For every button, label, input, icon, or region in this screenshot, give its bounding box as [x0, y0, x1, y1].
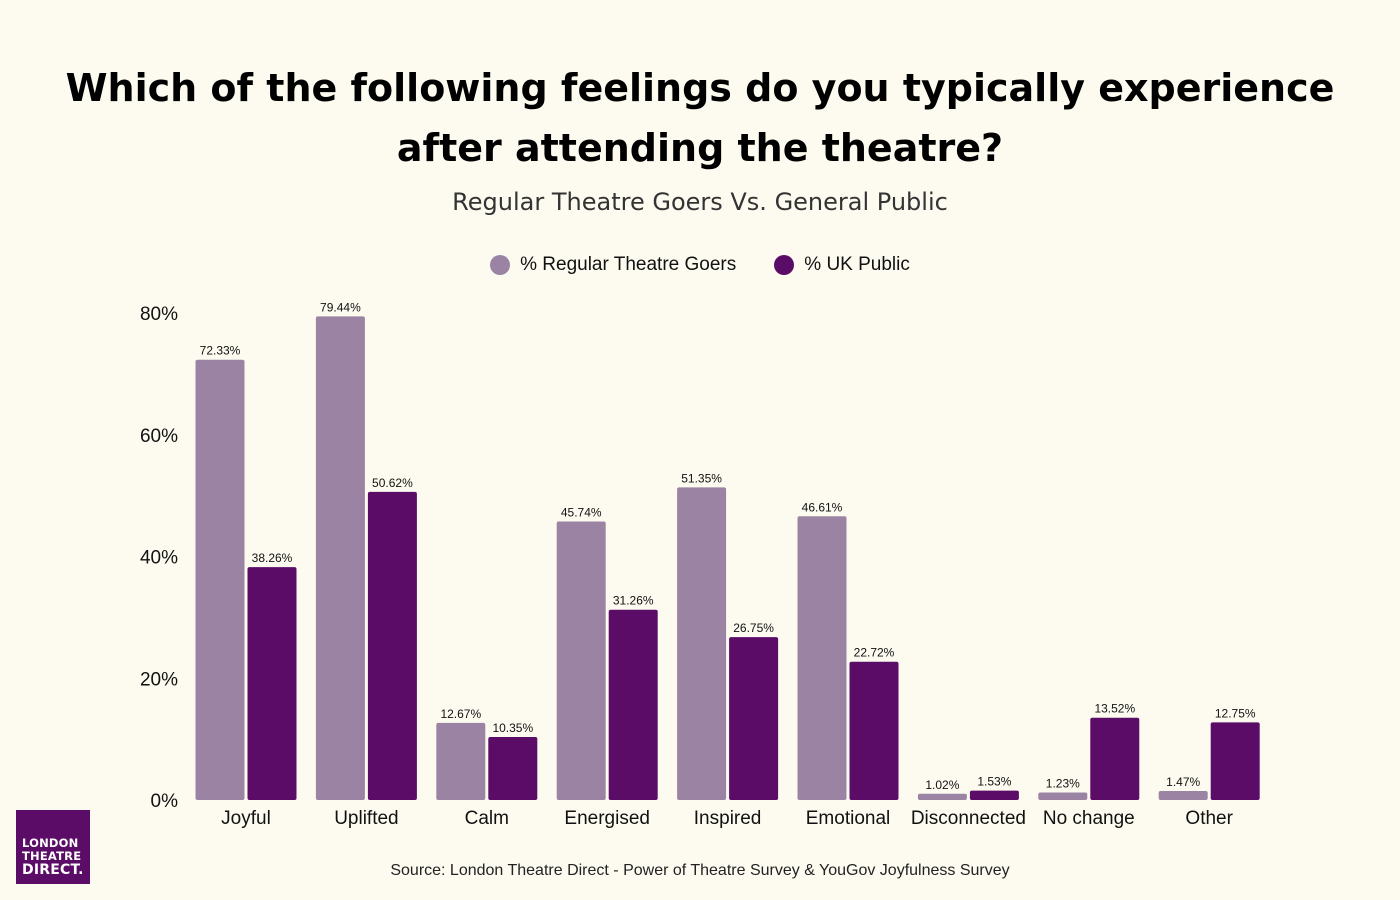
- value-labels: 72.33% 38.26% 79.44% 50.62% 12.67% 10.35% 45.7…: [200, 300, 1256, 791]
- bars: [195, 316, 1260, 800]
- value-label: 10.35%: [492, 721, 533, 735]
- logo-line-3: DIRECT.: [22, 862, 84, 878]
- value-label: 50.62%: [372, 476, 413, 490]
- bar-public-emotional: [849, 661, 899, 800]
- chart-title: Which of the following feelings do you t…: [0, 58, 1400, 178]
- x-tick-label: Inspired: [694, 808, 762, 829]
- x-tick-label: Energised: [564, 808, 650, 829]
- y-tick-label: 20%: [140, 669, 178, 690]
- value-label: 38.26%: [252, 551, 293, 565]
- chart-title-line-1: Which of the following feelings do you t…: [65, 66, 1335, 110]
- bar-public-other: [1210, 722, 1260, 800]
- bar-regular-calm: [436, 722, 486, 800]
- legend-swatch-regular: [490, 255, 511, 275]
- bar-regular-inspired: [677, 487, 727, 800]
- x-tick-label: Calm: [465, 808, 509, 829]
- y-tick-label: 80%: [140, 304, 178, 325]
- legend-label-regular: % Regular Theatre Goers: [520, 254, 737, 275]
- x-tick-label: No change: [1043, 808, 1135, 829]
- bar-public-joyful: [247, 567, 297, 800]
- x-tick-label: Joyful: [221, 808, 271, 829]
- value-label: 51.35%: [681, 471, 722, 485]
- value-label: 72.33%: [200, 344, 241, 358]
- x-axis: Joyful Uplifted Calm Energised Inspired Emoti…: [221, 808, 1233, 829]
- x-tick-label: Other: [1185, 808, 1233, 829]
- bar-public-uplifted: [367, 491, 417, 800]
- bar-regular-no-change: [1038, 792, 1088, 800]
- value-label: 1.02%: [925, 778, 959, 792]
- bar-regular-emotional: [797, 516, 847, 800]
- value-label: 31.26%: [613, 594, 654, 608]
- value-label: 1.47%: [1166, 775, 1200, 789]
- chart-subtitle: Regular Theatre Goers Vs. General Public: [452, 188, 948, 216]
- legend-item-public: % UK Public: [774, 254, 910, 276]
- bar-regular-disconnected: [917, 793, 967, 800]
- bar-public-inspired: [729, 637, 779, 800]
- x-tick-label: Disconnected: [911, 808, 1026, 829]
- chart-title-line-2: after attending the theatre?: [396, 126, 1004, 170]
- legend-item-regular: % Regular Theatre Goers: [490, 254, 736, 276]
- value-label: 26.75%: [733, 621, 774, 635]
- bar-public-disconnected: [969, 790, 1019, 800]
- bar-public-energised: [608, 609, 658, 800]
- bar-regular-joyful: [195, 359, 245, 800]
- value-label: 1.53%: [977, 775, 1011, 789]
- y-tick-label: 60%: [140, 426, 178, 447]
- bar-public-calm: [488, 736, 538, 800]
- bar-regular-energised: [556, 521, 606, 800]
- y-tick-label: 0%: [151, 791, 179, 812]
- value-label: 22.72%: [854, 646, 895, 660]
- x-tick-label: Emotional: [806, 808, 891, 829]
- london-theatre-direct-logo: LONDON THEATRE DIRECT.: [16, 810, 90, 884]
- value-label: 46.61%: [802, 500, 843, 514]
- value-label: 79.44%: [320, 300, 361, 314]
- value-label: 12.75%: [1215, 706, 1256, 720]
- source-note: Source: London Theatre Direct - Power of…: [390, 862, 1010, 879]
- bar-regular-uplifted: [315, 316, 365, 800]
- legend-swatch-public: [774, 255, 795, 275]
- legend-label-public: % UK Public: [804, 254, 910, 275]
- logo-line-1: LONDON: [22, 836, 79, 850]
- y-axis: 0% 20% 40% 60% 80%: [140, 304, 178, 812]
- bar-regular-other: [1158, 791, 1208, 800]
- value-label: 1.23%: [1046, 777, 1080, 791]
- legend: % Regular Theatre Goers % UK Public: [0, 254, 1400, 276]
- y-tick-label: 40%: [140, 548, 178, 569]
- value-label: 12.67%: [440, 707, 481, 721]
- x-tick-label: Uplifted: [334, 808, 398, 829]
- value-label: 45.74%: [561, 506, 602, 520]
- bar-public-no-change: [1090, 717, 1140, 800]
- value-label: 13.52%: [1094, 702, 1135, 716]
- logo-line-2: THEATRE: [22, 849, 82, 863]
